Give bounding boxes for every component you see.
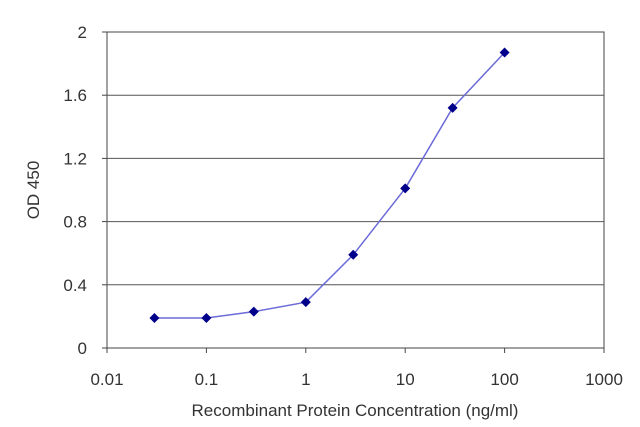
x-tick-label: 100 — [490, 370, 518, 389]
series-line — [154, 52, 506, 319]
y-tick-labels: 0 0.4 0.8 1.2 1.6 2 — [63, 23, 107, 358]
data-point — [248, 306, 259, 317]
data-point — [149, 312, 160, 323]
data-point — [447, 102, 458, 113]
y-tick-label: 2 — [78, 23, 87, 42]
y-tick-label: 0 — [78, 339, 87, 358]
x-tick-labels: 0.01 0.1 1 10 100 1000 — [90, 348, 623, 389]
data-point — [499, 47, 510, 58]
x-axis-title: Recombinant Protein Concentration (ng/ml… — [192, 401, 519, 420]
y-tick-label: 1.2 — [63, 149, 87, 168]
x-tick-label: 1 — [301, 370, 310, 389]
x-tick-label: 10 — [396, 370, 415, 389]
gridlines — [107, 94, 604, 286]
data-points — [149, 47, 510, 323]
plot-area — [106, 31, 605, 349]
x-tick-label: 0.01 — [90, 370, 123, 389]
x-tick-label: 0.1 — [195, 370, 219, 389]
y-tick-label: 0.8 — [63, 213, 87, 232]
data-point — [201, 312, 212, 323]
data-point — [300, 297, 311, 308]
y-axis-title: OD 450 — [24, 161, 43, 220]
x-tick-label: 1000 — [585, 370, 623, 389]
data-point — [348, 249, 359, 260]
y-tick-label: 1.6 — [63, 86, 87, 105]
y-tick-label: 0.4 — [63, 276, 87, 295]
data-point — [400, 183, 411, 194]
